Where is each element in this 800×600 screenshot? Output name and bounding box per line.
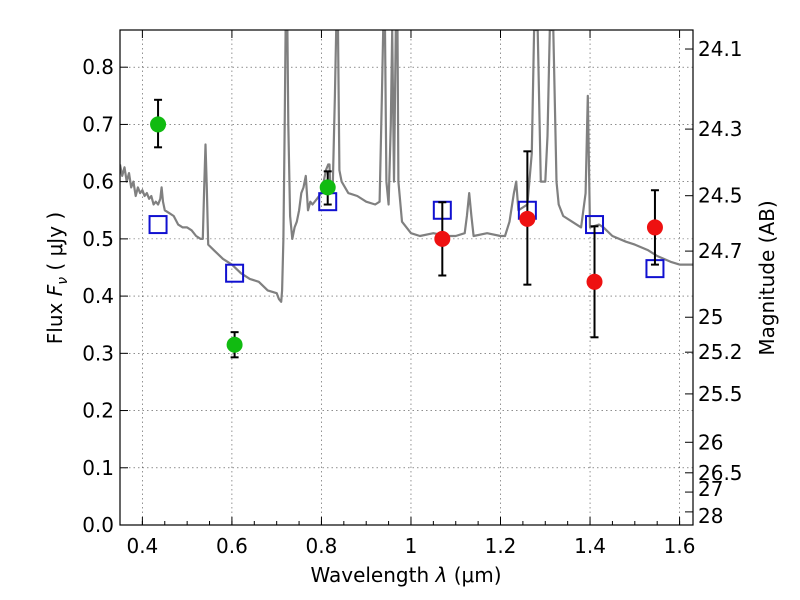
y-tick-label: 0.7 <box>82 112 114 136</box>
y-tick-label: 0.3 <box>82 341 114 365</box>
y2-tick-label: 28 <box>698 504 723 528</box>
y2-tick-label: 26.5 <box>698 461 743 485</box>
plot-frame <box>119 29 694 526</box>
x-tick-label: 0.8 <box>306 534 338 558</box>
y2-tick-label: 24.1 <box>698 37 743 61</box>
green-point <box>226 336 243 353</box>
y-tick-label: 0.0 <box>82 513 114 537</box>
x-tick-label: 1 <box>405 534 418 558</box>
plot-layer <box>120 30 693 359</box>
y-tick-label: 0.6 <box>82 170 114 194</box>
y2-tick-label: 26 <box>698 430 723 454</box>
y-tick-label: 0.2 <box>82 399 114 423</box>
y-axis-label: Flux Fν ( μJy ) <box>43 212 71 344</box>
y-tick-label: 0.5 <box>82 227 114 251</box>
y-tick-label: 0.4 <box>82 284 114 308</box>
x-tick-label: 0.6 <box>216 534 248 558</box>
y2-axis-label: Magnitude (AB) <box>755 200 779 355</box>
y2-tick-label: 24.5 <box>698 184 743 208</box>
model-square <box>225 263 245 283</box>
model-square <box>148 215 168 235</box>
red-point <box>586 273 603 290</box>
grid-layer <box>120 30 693 526</box>
y2-tick-label: 24.7 <box>698 239 743 263</box>
y2-tick-label: 24.3 <box>698 117 743 141</box>
y-tick-label: 0.1 <box>82 456 114 480</box>
red-point <box>434 230 451 247</box>
x-tick-label: 1.2 <box>485 534 517 558</box>
green-point <box>150 116 167 133</box>
x-tick-label: 1.4 <box>574 534 606 558</box>
green-point <box>319 179 336 196</box>
red-point <box>519 210 536 227</box>
spectrum-line <box>120 30 693 303</box>
x-axis-label: Wavelength λ (μm) <box>310 563 501 587</box>
tick-layer: 0.4 0.6 0.8 1 1.2 1.4 1.6 0.0 0.1 0.2 0.3 0.4 0.5 0.6… <box>82 30 743 558</box>
y-tick-label: 0.8 <box>82 55 114 79</box>
x-tick-label: 1.6 <box>664 534 696 558</box>
y2-tick-label: 27 <box>698 477 723 501</box>
y2-tick-label: 25.5 <box>698 382 743 406</box>
x-tick-label: 0.4 <box>126 534 158 558</box>
red-point <box>646 219 663 236</box>
y2-tick-label: 25 <box>698 305 723 329</box>
y2-tick-label: 25.2 <box>698 340 743 364</box>
